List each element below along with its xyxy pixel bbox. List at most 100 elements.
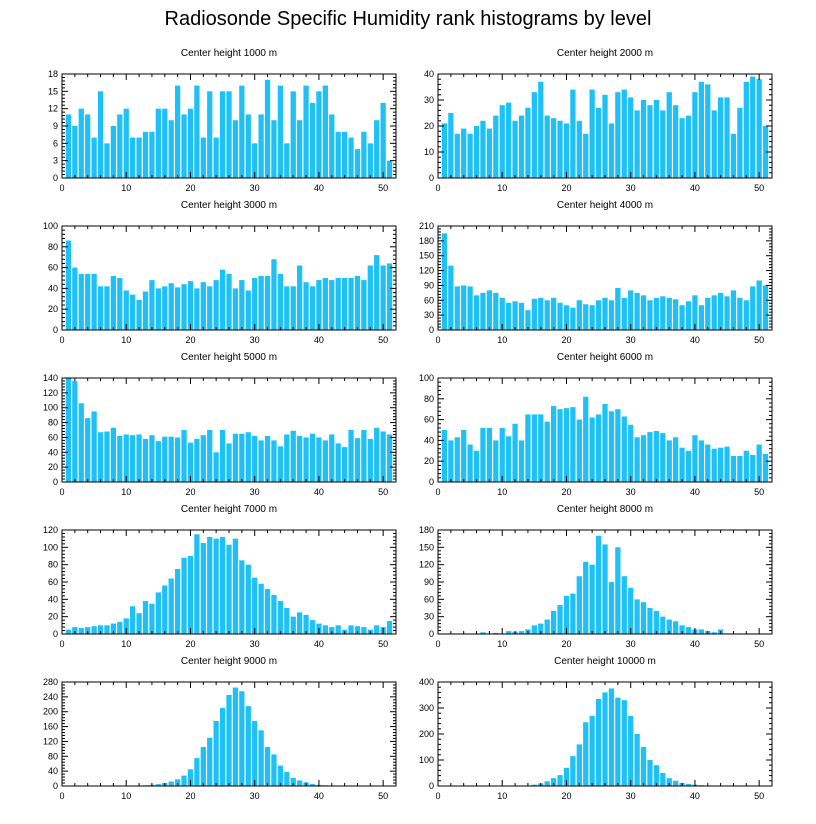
histogram-bar [518,440,525,482]
histogram-bar [570,89,576,178]
histogram-bar [322,440,328,482]
histogram-bar [329,434,335,482]
histogram-bar [181,284,187,330]
histogram-bar [245,114,251,178]
y-tick-label: 160 [43,722,58,732]
histogram-bar [258,583,264,634]
x-tick-label: 10 [121,639,131,649]
x-tick-label: 0 [59,183,64,193]
x-tick-label: 10 [121,487,131,497]
histogram-bar [264,747,271,786]
histogram-bar [544,300,550,330]
x-tick-label: 20 [561,183,571,193]
histogram-bar [290,616,296,634]
histogram-bar [737,456,743,482]
histogram-bar [168,283,174,330]
histogram-bar [97,286,104,330]
x-tick-label: 20 [185,487,195,497]
histogram-bar [91,626,97,634]
y-tick-label: 40 [424,69,434,79]
y-tick-label: 40 [424,435,434,445]
panel-title: Center height 2000 m [557,48,653,59]
x-tick-label: 0 [435,791,440,801]
histogram-bar [252,143,258,178]
histogram-bar [602,404,608,482]
histogram-bar [194,288,200,330]
histogram-bar [448,113,454,178]
histogram-bar [123,434,129,482]
histogram-bar [271,440,277,482]
histogram-bar [512,301,518,330]
histogram-bar [506,631,512,634]
x-tick-label: 0 [59,335,64,345]
histogram-bar [290,777,296,786]
y-tick-label: 80 [48,751,58,761]
histogram-bar [386,621,393,634]
histogram-bar [110,126,117,178]
histogram-bar [207,430,213,482]
histogram-bar [297,120,303,178]
histogram-bar [329,114,335,178]
histogram-bar [316,91,322,178]
histogram-bar [634,110,640,178]
histogram-bar [277,446,284,482]
x-tick-label: 10 [121,183,131,193]
y-tick-label: 210 [419,221,434,231]
histogram-bar [756,444,762,482]
histogram-panel: Center height 1000 m 0 3 6 9 12 15 18 0 10 20 30 40 5… [48,48,397,193]
histogram-bar [583,133,589,178]
histogram-bar [608,688,615,786]
histogram-bar [252,721,258,786]
y-tick-label: 400 [419,677,434,687]
y-tick-label: 0 [429,629,434,639]
histogram-bar [660,110,666,178]
y-tick-label: 0 [429,477,434,487]
histogram-bar [634,599,640,634]
y-tick-label: 18 [48,69,58,79]
histogram-bar [181,430,187,482]
histogram-bar [628,97,634,178]
histogram-bar [621,416,627,482]
panel-title: Center height 1000 m [181,48,277,59]
histogram-bar [258,114,264,178]
histogram-bar [717,292,724,330]
histogram-bar [104,625,110,634]
histogram-bar [750,76,756,178]
histogram-bar [386,160,393,178]
histogram-bar [72,380,78,482]
histogram-bar [544,619,550,634]
histogram-bar [85,418,91,482]
histogram-bar [117,114,123,178]
histogram-bar [486,128,493,178]
histogram-bar [698,81,704,178]
histogram-bar [219,269,226,330]
histogram-bar [557,120,563,178]
histogram-bar [531,414,537,482]
histogram-bar [149,280,155,330]
histogram-bar [123,108,129,178]
x-tick-label: 0 [59,791,64,801]
histogram-bar [252,577,258,634]
histogram-bar [557,775,563,786]
histogram-bar [309,102,316,178]
histogram-bar [200,747,206,786]
x-tick-label: 0 [59,639,64,649]
histogram-bar [711,632,717,634]
histogram-bar [361,430,367,482]
histogram-bar [512,423,518,482]
histogram-bar [335,131,341,178]
histogram-bar [762,453,769,482]
histogram-bar [239,85,245,178]
histogram-bar [316,437,322,482]
histogram-bar [142,131,149,178]
histogram-bar [634,292,640,330]
histogram-bar [679,625,685,634]
histogram-bar [441,233,448,330]
y-tick-label: 60 [424,295,434,305]
histogram-bar [130,137,136,178]
y-tick-label: 0 [53,477,58,487]
histogram-bar [647,105,653,178]
histogram-bar [583,722,589,786]
histogram-bar [136,613,142,634]
histogram-bar [557,605,563,634]
